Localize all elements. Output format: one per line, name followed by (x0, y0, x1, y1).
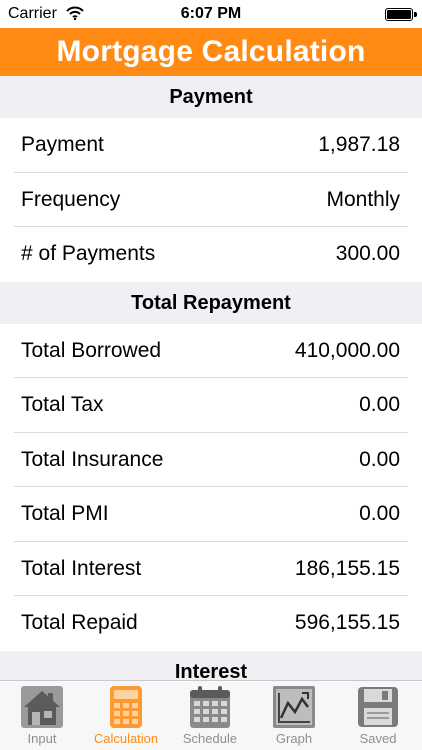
tab-calculation[interactable]: Calculation (84, 681, 168, 750)
total-pmi-row: Total PMI 0.00 (0, 487, 422, 542)
tab-label: Graph (275, 731, 313, 746)
tab-bar: Input Calculation Schedule (0, 680, 422, 750)
total-insurance-row: Total Insurance 0.00 (0, 433, 422, 487)
section-header-interest: Interest (0, 650, 422, 680)
status-time: 6:07 PM (180, 5, 242, 22)
row-divider (14, 595, 408, 596)
section-header-total-repayment: Total Repayment (0, 281, 422, 324)
page-title: Mortgage Calculation (56, 35, 366, 68)
tab-label: Saved (359, 731, 397, 746)
row-divider (14, 486, 408, 487)
row-value: 0.00 (359, 502, 400, 525)
carrier-label: Carrier (8, 5, 57, 22)
house-icon (21, 686, 63, 728)
total-interest-row: Total Interest 186,155.15 (0, 542, 422, 596)
wifi-icon (66, 6, 84, 25)
payment-rows: Payment 1,987.18 Frequency Monthly # of … (0, 118, 422, 282)
row-label: Total Repaid (21, 611, 138, 634)
tab-schedule[interactable]: Schedule (168, 681, 252, 750)
tab-input[interactable]: Input (0, 681, 84, 750)
row-label: Total Tax (21, 393, 104, 416)
total-repaid-row: Total Repaid 596,155.15 (0, 596, 422, 651)
total-tax-row: Total Tax 0.00 (0, 378, 422, 433)
row-value: Monthly (326, 187, 400, 211)
tab-saved[interactable]: Saved (336, 681, 420, 750)
row-label: # of Payments (21, 242, 156, 265)
row-label: Frequency (21, 187, 121, 211)
payment-row: Payment 1,987.18 (0, 118, 422, 173)
row-value: 300.00 (335, 242, 400, 265)
tab-label: Calculation (93, 731, 159, 746)
row-divider (14, 226, 408, 227)
total-borrowed-row: Total Borrowed 410,000.00 (0, 324, 422, 378)
row-value: 0.00 (359, 447, 400, 471)
row-label: Total Insurance (21, 447, 164, 471)
row-label: Payment (21, 133, 104, 156)
row-label: Total Interest (21, 556, 142, 580)
frequency-row: Frequency Monthly (0, 173, 422, 227)
calculator-icon (110, 686, 142, 728)
tab-label: Schedule (182, 731, 238, 746)
number-of-payments-row: # of Payments 300.00 (0, 227, 422, 282)
section-header-payment: Payment (0, 76, 422, 118)
tab-label: Input (27, 731, 57, 746)
calendar-icon (190, 686, 230, 728)
row-value: 410,000.00 (294, 338, 400, 362)
status-bar: Carrier 6:07 PM (0, 0, 422, 28)
row-divider (14, 540, 408, 542)
navigation-bar: Mortgage Calculation (0, 28, 422, 76)
results-list[interactable]: Payment Payment 1,987.18 Frequency Month… (0, 76, 422, 680)
row-value: 186,155.15 (294, 556, 400, 580)
row-divider (14, 431, 408, 433)
total-repayment-rows: Total Borrowed 410,000.00 Total Tax 0.00… (0, 323, 422, 651)
row-value: 1,987.18 (318, 133, 400, 156)
row-divider (14, 171, 408, 173)
tab-graph[interactable]: Graph (252, 681, 336, 750)
row-divider (14, 377, 408, 378)
row-label: Total Borrowed (21, 338, 162, 362)
row-value: 0.00 (359, 393, 400, 416)
battery-icon (385, 8, 417, 21)
line-graph-icon (273, 686, 315, 728)
floppy-disk-icon (358, 687, 398, 727)
row-label: Total PMI (21, 502, 109, 525)
row-value: 596,155.15 (294, 611, 400, 634)
